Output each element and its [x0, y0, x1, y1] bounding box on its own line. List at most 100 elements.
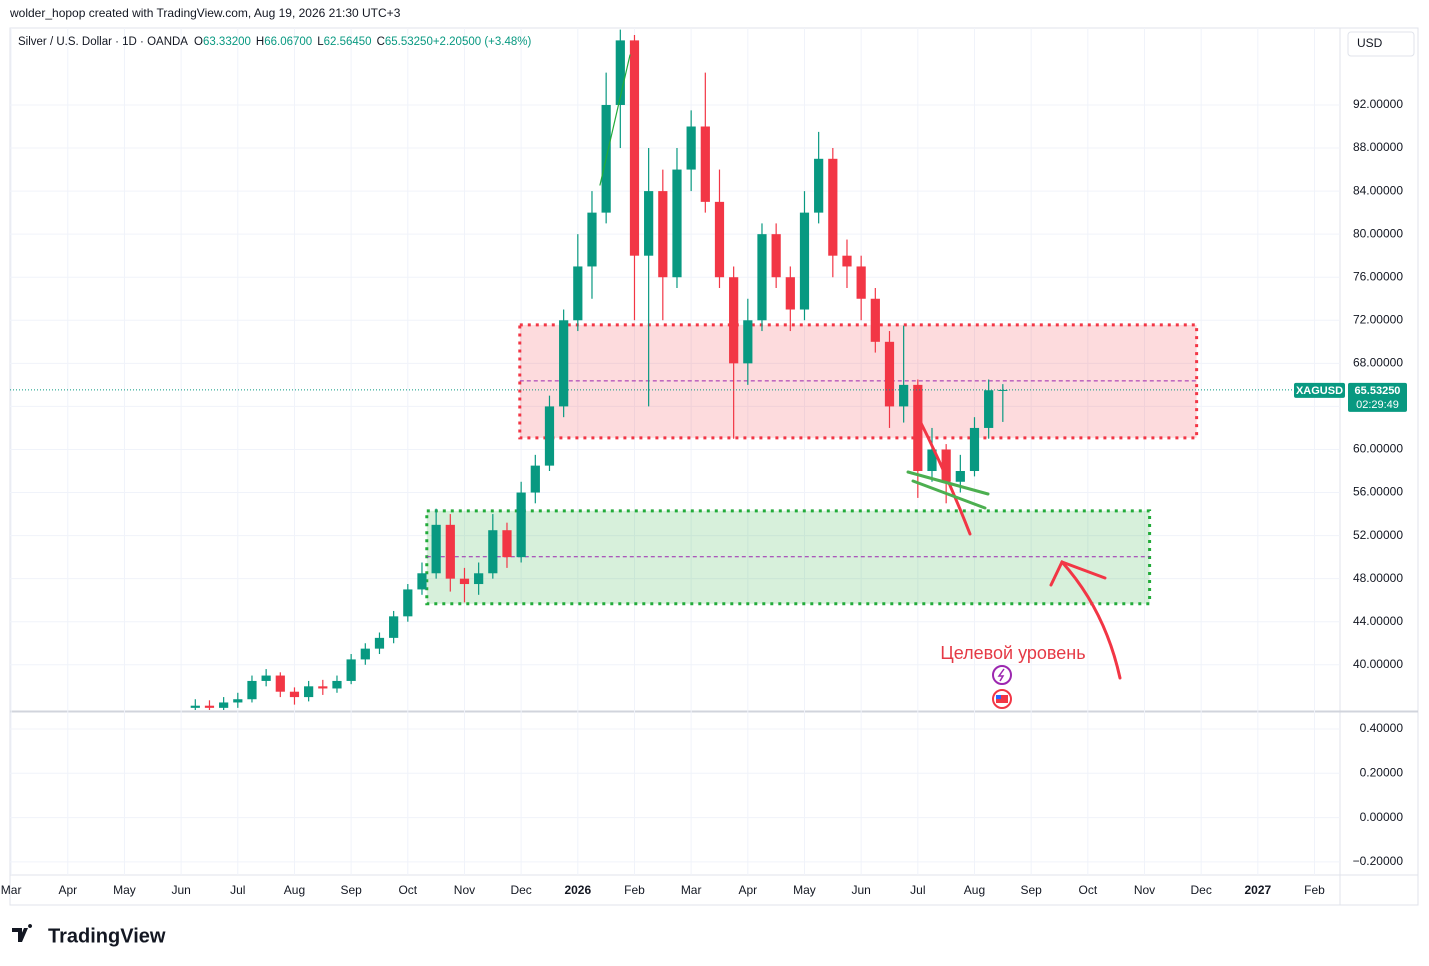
- event-icon[interactable]: [992, 665, 1012, 685]
- candle-body: [658, 191, 668, 278]
- legend-text: Silver / U.S. Dollar · 1D · OANDA O63.332…: [18, 36, 531, 48]
- legend-value: +2.20500 (+3.48%): [433, 36, 532, 48]
- legend-key: L: [317, 36, 324, 48]
- legend-key: H: [256, 36, 264, 48]
- legend-value: 63.33200: [203, 36, 251, 48]
- x-tick-label: Apr: [738, 883, 757, 897]
- candle-body: [389, 616, 399, 638]
- y-tick-label: 76.00000: [1353, 269, 1403, 283]
- drawings: [599, 54, 1122, 680]
- candle-body: [261, 675, 271, 681]
- candle-body: [729, 277, 739, 364]
- x-tick-label: Jun: [171, 883, 190, 897]
- candle-body: [530, 465, 540, 493]
- y-tick-label: 44.00000: [1353, 614, 1403, 628]
- candle-body: [247, 680, 257, 700]
- chart-frame: [9, 27, 1419, 906]
- y-tick-label: 84.00000: [1353, 183, 1403, 197]
- candle-body: [757, 234, 767, 321]
- candle-body: [984, 390, 994, 428]
- y-tick-label: 60.00000: [1353, 442, 1403, 456]
- candle-body: [474, 573, 484, 585]
- candle-body: [644, 191, 654, 256]
- x-tick-label: 2027: [1244, 883, 1271, 897]
- candle-body: [714, 201, 725, 278]
- x-tick-label: Feb: [1304, 883, 1325, 897]
- red-arrow-line: [914, 411, 972, 536]
- y-tick-label: 92.00000: [1353, 97, 1403, 111]
- candle-body: [842, 255, 852, 267]
- x-tick-label: Nov: [454, 883, 475, 897]
- x-tick-label: Mar: [681, 883, 702, 897]
- candle-body: [544, 406, 555, 466]
- y-tick-label: −0.20000: [1353, 854, 1404, 868]
- price-tag-value: 65.53250: [1355, 385, 1401, 397]
- candle-body: [969, 427, 980, 472]
- candle-body: [219, 702, 229, 708]
- x-tick-label: Aug: [284, 883, 305, 897]
- candle-body: [190, 705, 200, 708]
- y-tick-label: 80.00000: [1353, 226, 1403, 240]
- candle-body: [573, 266, 583, 321]
- y-tick-label: 0.00000: [1360, 810, 1404, 824]
- y-tick-label: 40.00000: [1353, 657, 1403, 671]
- candle-body: [743, 320, 753, 364]
- candle-body: [304, 686, 314, 698]
- candle-body: [814, 158, 824, 213]
- x-tick-label: Sep: [1020, 883, 1042, 897]
- candle-body: [374, 637, 385, 649]
- candle-body: [275, 675, 285, 692]
- y-tick-label: 88.00000: [1353, 140, 1403, 154]
- legend: Silver / U.S. Dollar · 1D · OANDA O63.332…: [18, 36, 531, 48]
- candle-body: [488, 530, 498, 574]
- x-tick-label: Oct: [1078, 883, 1097, 897]
- candle-body: [587, 212, 597, 267]
- candle-body: [785, 277, 795, 310]
- candle-body: [941, 449, 951, 482]
- logo-text: TradingView: [48, 925, 166, 947]
- x-tick-label: Mar: [1, 883, 22, 897]
- annotation: Целевой уровень: [940, 643, 1085, 663]
- candle-body: [559, 320, 569, 407]
- legend-value: 65.53250: [385, 36, 433, 48]
- x-tick-label: Aug: [964, 883, 985, 897]
- event-icons: [992, 665, 1012, 709]
- target-arrow: [1060, 560, 1122, 680]
- candle-body: [927, 449, 937, 472]
- y-tick-label: 52.00000: [1353, 528, 1403, 542]
- currency-button[interactable]: [1347, 31, 1415, 57]
- flag-icon-body: [996, 695, 1008, 703]
- x-tick-label: May: [793, 883, 816, 897]
- symbol-tag-text: XAGUSD: [1296, 385, 1343, 397]
- x-tick-label: Feb: [624, 883, 645, 897]
- grid: [10, 28, 1340, 875]
- x-tick-label: 2026: [564, 883, 591, 897]
- x-tick-label: May: [113, 883, 136, 897]
- event-icon-bolt: [997, 668, 1005, 682]
- candle-body: [828, 158, 838, 256]
- header: wolder_hopop created with TradingView.co…: [9, 6, 401, 20]
- x-tick-label: Apr: [58, 883, 77, 897]
- y-tick-label: 0.40000: [1360, 721, 1404, 735]
- y-tick-label: 0.20000: [1360, 765, 1404, 779]
- candle-body: [516, 492, 526, 558]
- candle-body: [870, 298, 880, 342]
- legend-title: Silver / U.S. Dollar · 1D · OANDA: [18, 36, 188, 48]
- price-label: XAGUSD 65.53250 02:29:49: [10, 382, 1407, 412]
- x-tick-label: Jun: [851, 883, 870, 897]
- candle-body: [771, 234, 781, 278]
- candle-body: [913, 384, 923, 472]
- candle-body: [502, 530, 512, 558]
- candle-body: [445, 524, 455, 579]
- currency: USD: [1357, 36, 1383, 50]
- candle-body: [346, 659, 356, 681]
- x-tick-label: Sep: [340, 883, 362, 897]
- price-tag-countdown: 02:29:49: [1356, 399, 1399, 411]
- x-tick-label: Jul: [910, 883, 925, 897]
- candle-body: [289, 691, 300, 698]
- candle-body: [700, 126, 710, 202]
- logo-mark: [12, 924, 33, 942]
- y-tick-label: 56.00000: [1353, 485, 1403, 499]
- candle-body: [431, 524, 441, 574]
